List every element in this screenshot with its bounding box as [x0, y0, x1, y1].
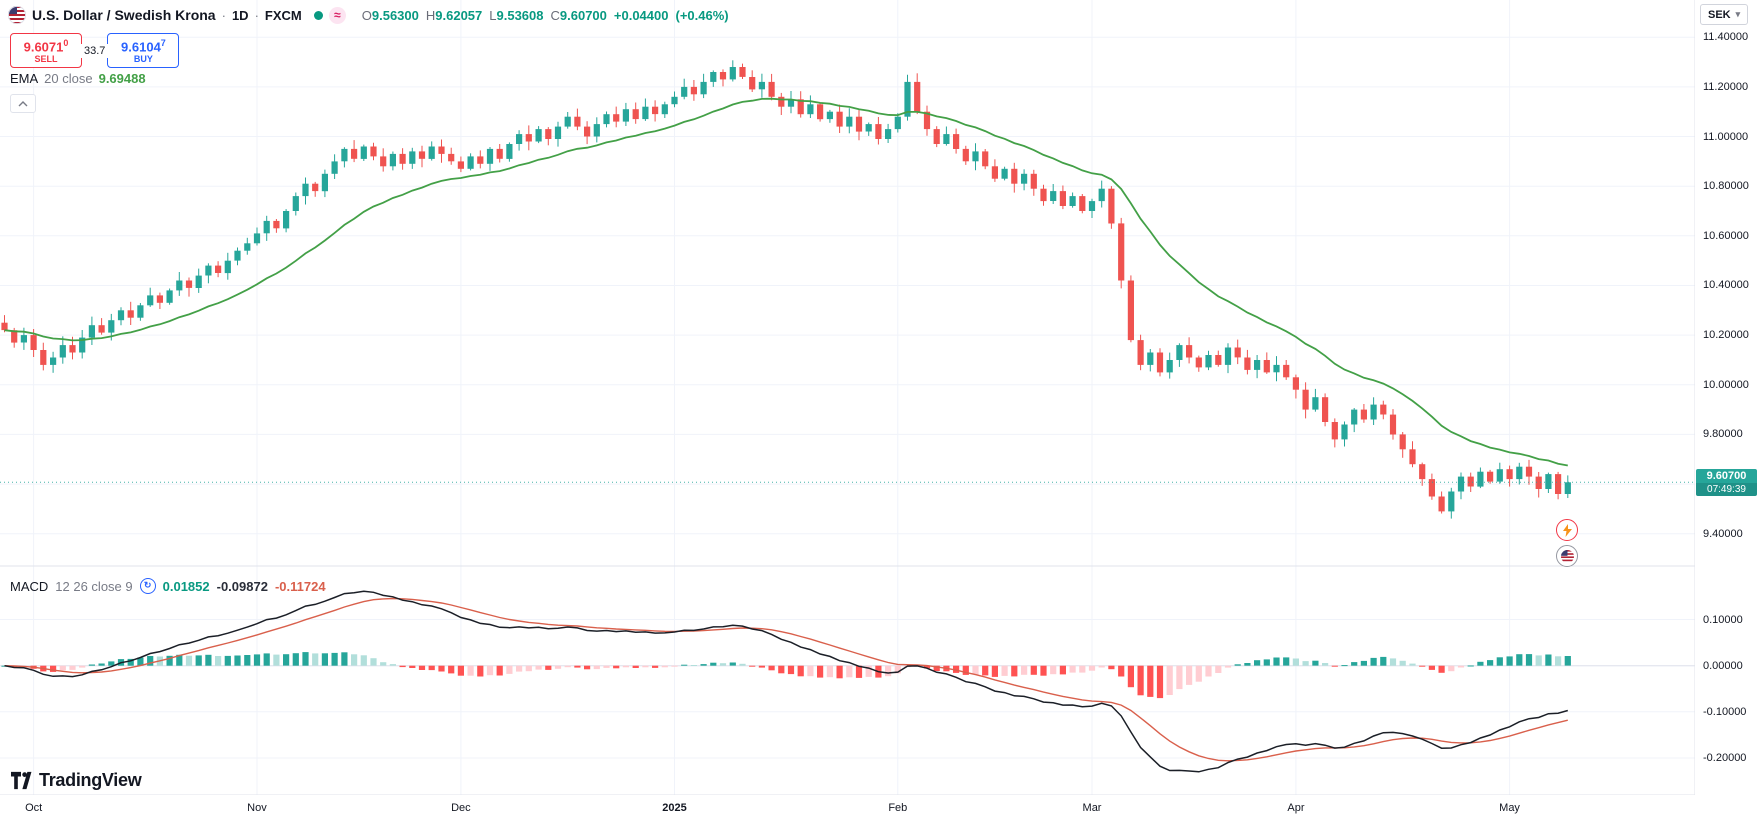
collapse-legend-button[interactable] [10, 94, 36, 113]
time-axis-label: Mar [1082, 802, 1102, 814]
currency-label: SEK [1708, 8, 1731, 21]
market-status-dot-icon[interactable] [313, 10, 323, 20]
interval-label[interactable]: 1D [231, 7, 249, 23]
open-value: 9.56300 [371, 7, 419, 23]
chevron-down-icon: ▾ [1735, 9, 1741, 19]
tradingview-logo-text: TradingView [39, 770, 142, 790]
chart-action-icons [1556, 519, 1578, 567]
us-flag-mini-icon [1560, 549, 1574, 563]
price-tick-label: 10.00000 [1703, 378, 1749, 391]
time-axis-label: Nov [247, 802, 267, 814]
ema-params: 20 close [44, 71, 93, 86]
instant-trading-icon[interactable] [1556, 519, 1578, 541]
buy-label: BUY [133, 54, 153, 65]
close-value: 9.60700 [559, 7, 607, 23]
high-label: H [425, 7, 436, 23]
approx-data-icon[interactable]: ≈ [328, 6, 346, 24]
price-tick-label: 9.80000 [1703, 428, 1743, 441]
time-axis-label: Feb [888, 802, 908, 814]
ema-value: 9.69488 [98, 71, 146, 86]
macd-name: MACD [10, 578, 49, 594]
symbol-header: U.S. Dollar / Swedish Krona · 1D · FXCM … [7, 5, 729, 25]
macd-indicator-legend[interactable]: MACD 12 26 close 9 ↻ 0.01852 -0.09872 -0… [10, 578, 326, 594]
chevron-up-icon [18, 100, 28, 106]
buy-price-sup: 7 [160, 38, 166, 48]
price-tick-label: 10.80000 [1703, 180, 1749, 193]
separator: · [221, 7, 226, 23]
open-label: O [361, 7, 372, 23]
exchange-label[interactable]: FXCM [264, 7, 302, 23]
separator: · [254, 7, 259, 23]
low-value: 9.53608 [496, 7, 544, 23]
symbol-title[interactable]: U.S. Dollar / Swedish Krona [32, 7, 216, 23]
price-axis[interactable]: SEK ▾ 11.40000 11.20000 11.00000 10.80000 10… [1695, 0, 1759, 828]
sell-button[interactable]: 9.60710 SELL [10, 33, 82, 69]
lightning-bolt-icon [1562, 523, 1572, 537]
macd-params: 12 26 close 9 [55, 578, 133, 594]
change-value: +0.04400 [613, 7, 669, 23]
ema-indicator-legend[interactable]: EMA 20 close 9.69488 [10, 71, 146, 86]
currency-selector-button[interactable]: SEK ▾ [1700, 4, 1749, 25]
close-label: C [550, 7, 560, 23]
price-tick-label: 9.40000 [1703, 527, 1743, 540]
price-tick-label: 11.20000 [1703, 80, 1749, 93]
sell-label: SELL [34, 54, 58, 65]
time-axis-label: Dec [451, 802, 471, 814]
time-axis-label: Oct [25, 802, 43, 814]
buy-button[interactable]: 9.61047 BUY [107, 33, 180, 69]
price-tick-label: 11.00000 [1703, 130, 1749, 143]
buy-price: 9.6104 [121, 39, 161, 55]
price-tick-label: 10.40000 [1703, 279, 1749, 292]
country-flag-icon[interactable] [1556, 545, 1578, 567]
low-label: L [489, 7, 497, 23]
last-price-value: 9.60700 [1696, 469, 1757, 484]
last-price-badge: 9.60700 07:49:39 [1696, 469, 1757, 497]
macd-tick-label: -0.20000 [1703, 751, 1747, 764]
macd-signal-value: -0.11724 [274, 578, 326, 594]
ema-name: EMA [10, 71, 39, 86]
sell-price: 9.6071 [23, 39, 64, 55]
macd-hist-value: 0.01852 [162, 578, 210, 594]
macd-tick-label: -0.10000 [1703, 705, 1747, 718]
change-percent: (+0.46%) [675, 7, 729, 23]
ohlc-readout: O9.56300 H9.62057 L9.53608 C9.60700 +0.0… [362, 8, 729, 23]
macd-tick-label: 0.00000 [1703, 659, 1743, 672]
symbol-flag-icon[interactable] [7, 5, 27, 25]
price-tick-label: 11.40000 [1703, 31, 1749, 44]
tradingview-logo[interactable]: TradingView [10, 770, 142, 791]
macd-tick-label: 0.10000 [1703, 613, 1743, 626]
high-value: 9.62057 [435, 7, 483, 23]
price-tick-label: 10.20000 [1703, 329, 1749, 342]
time-axis-label: May [1499, 802, 1520, 814]
spread-value: 33.7 [78, 43, 112, 58]
macd-line-value: -0.09872 [216, 578, 268, 594]
bar-countdown: 07:49:39 [1696, 483, 1757, 497]
sell-price-sup: 0 [63, 38, 69, 48]
time-axis-label: 2025 [662, 802, 687, 814]
tradingview-mark-icon [11, 771, 32, 789]
macd-sync-icon[interactable]: ↻ [139, 578, 156, 594]
time-axis-label: Apr [1287, 802, 1305, 814]
trade-widget: 9.60710 SELL 33.7 9.61047 BUY [10, 33, 180, 69]
price-tick-label: 10.60000 [1703, 229, 1749, 242]
time-axis[interactable]: Oct Nov Dec 2025 Feb Mar Apr May [0, 795, 1695, 828]
